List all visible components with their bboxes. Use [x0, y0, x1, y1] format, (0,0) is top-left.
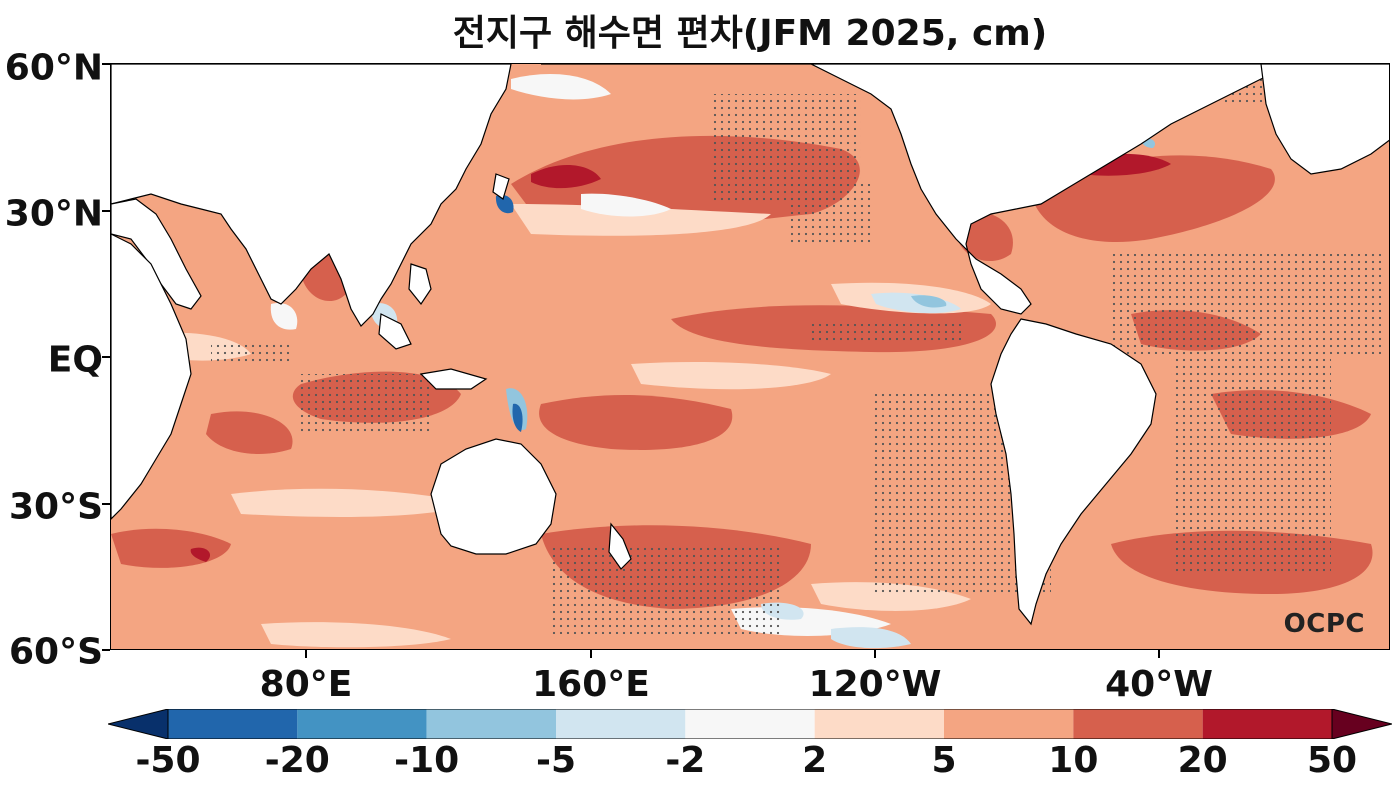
arabia-land	[111, 198, 202, 310]
europe-greenland-land	[1260, 64, 1389, 175]
colorbar-segment	[685, 709, 815, 739]
japan-land	[492, 173, 510, 200]
colorbar-tick-label: 50	[1306, 740, 1358, 781]
sea-level-anomaly-map: OCPC	[110, 63, 1390, 650]
colorbar	[108, 709, 1392, 739]
strong-negative-regions	[495, 194, 523, 432]
lon-tick	[1158, 650, 1160, 658]
ocpc-watermark: OCPC	[1283, 609, 1365, 639]
lat-tick	[102, 503, 110, 505]
lat-tick	[102, 210, 110, 212]
lon-label-80e: 80°E	[259, 664, 353, 705]
lat-label-30s: 30°S	[8, 486, 103, 528]
south-america-land	[990, 318, 1157, 626]
land-masses	[111, 64, 1389, 626]
colorbar-tick-label: -2	[665, 740, 706, 781]
new-zealand-land	[608, 522, 632, 570]
eurasia-land	[111, 64, 512, 327]
colorbar-segment	[556, 709, 686, 739]
lat-label-eq: EQ	[47, 339, 103, 381]
lon-tick	[874, 650, 876, 658]
colorbar-tick-label: -20	[264, 740, 330, 781]
map-title: 전지구 해수면 편차(JFM 2025, cm)	[452, 13, 1048, 54]
colorbar-segment	[426, 709, 556, 739]
colorbar-segment	[814, 709, 944, 739]
lon-label-120w: 120°W	[808, 664, 942, 705]
colorbar-tick-label: -5	[536, 740, 576, 781]
colorbar-tick-label: 10	[1048, 740, 1099, 781]
java-land	[419, 368, 488, 390]
lon-tick	[590, 650, 592, 658]
lat-label-30n: 30°N	[4, 193, 103, 235]
north-america-land	[541, 64, 1292, 315]
colorbar-tick-label: 2	[802, 740, 828, 781]
colorbar-segment	[1073, 709, 1203, 739]
australia-land	[430, 438, 557, 555]
indochina-land	[408, 263, 432, 306]
colorbar-segment	[944, 709, 1074, 739]
africa-land	[111, 233, 192, 520]
lon-label-160e: 160°E	[532, 664, 650, 705]
colorbar-tick-label: -50	[135, 740, 201, 781]
colorbar-segment	[1202, 709, 1332, 739]
map-svg	[111, 64, 1389, 649]
lat-tick	[102, 63, 110, 65]
lon-tick	[305, 650, 307, 658]
lat-label-60n: 60°N	[4, 47, 103, 89]
colorbar-tick-label: 20	[1177, 740, 1228, 781]
lat-tick	[102, 649, 110, 651]
lon-label-40w: 40°W	[1105, 664, 1213, 705]
colorbar-tick-label: 5	[931, 740, 957, 781]
colorbar-tick-label: -10	[394, 740, 460, 781]
colorbar-segment	[297, 709, 427, 739]
sumatra-land	[378, 313, 412, 350]
colorbar-extend-left	[108, 709, 169, 739]
lat-label-60s: 60°S	[8, 631, 103, 673]
colorbar-segment	[168, 709, 298, 739]
colorbar-extend-right	[1331, 709, 1392, 739]
lat-tick	[102, 356, 110, 358]
